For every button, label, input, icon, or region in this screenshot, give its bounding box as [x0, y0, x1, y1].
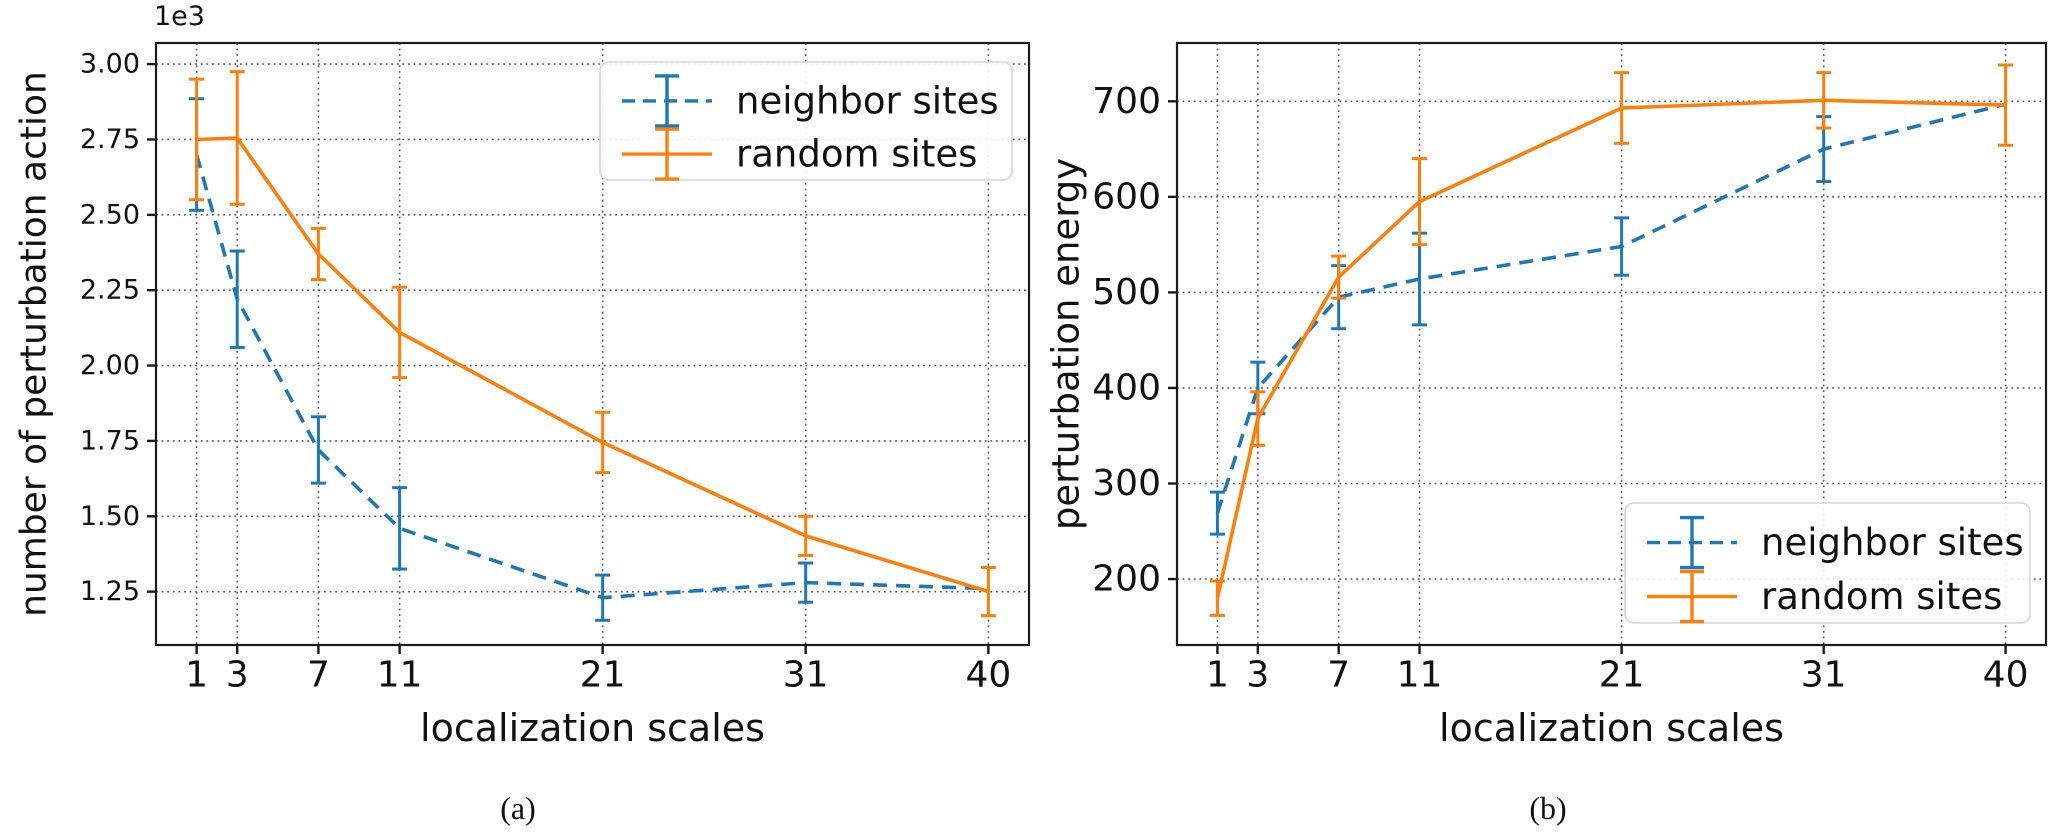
y-tick-label: 500	[1092, 272, 1161, 313]
y-tick-label: 700	[1092, 81, 1161, 122]
y-tick-label: 1.50	[80, 501, 140, 532]
x-tick-label: 31	[783, 655, 829, 696]
series-line-neighbor-sites	[194, 154, 989, 600]
y-axis-label: number of perturbation action	[14, 71, 55, 617]
x-tick-label: 3	[1246, 655, 1269, 696]
chart-panel-b: 1 3 7 11 21 31 40 700 600 500 400 300 200 localizatio…	[1045, 41, 2048, 826]
legend-box	[1624, 502, 2031, 624]
x-tick-label: 21	[1599, 655, 1645, 696]
y-axis-label: perturbation energy	[1045, 158, 1088, 530]
legend: neighbor sites random sites	[599, 61, 1013, 181]
x-tick-label: 31	[1801, 655, 1847, 696]
series-line-random-sites	[1215, 98, 2006, 599]
error-bars-random-sites	[189, 70, 996, 618]
series-neighbor-sites	[1209, 102, 2007, 536]
y-tick-label: 400	[1092, 367, 1161, 408]
y-tick-label: 300	[1092, 463, 1161, 504]
legend-marker-neighbor-sites	[1647, 515, 1737, 570]
y-tick-label: 200	[1092, 559, 1161, 600]
legend-marker-random-sites	[622, 127, 712, 181]
legend-marker-random-sites	[1647, 569, 1737, 624]
x-tick-label: 3	[226, 655, 249, 696]
series-random-sites	[189, 70, 996, 618]
series-line-neighbor-sites	[1215, 102, 2007, 514]
legend-item-random-sites: random sites	[1647, 569, 2002, 624]
x-tick-label: 40	[965, 655, 1011, 696]
legend-label-neighbor-sites: neighbor sites	[736, 79, 999, 122]
legend-label-neighbor-sites: neighbor sites	[1761, 521, 2024, 564]
legend-box	[599, 61, 1013, 181]
x-tick-label: 1	[185, 655, 208, 696]
y-tick-label: 1.25	[80, 576, 140, 607]
legend-label-random-sites: random sites	[736, 133, 977, 176]
legend: neighbor sites random sites	[1624, 502, 2031, 624]
x-tick-label: 40	[1983, 655, 2029, 696]
legend-marker-neighbor-sites	[622, 74, 712, 128]
x-tick-label: 1	[1206, 655, 1229, 696]
y-tick-label: 2.75	[80, 124, 140, 155]
error-bars-neighbor-sites	[1209, 115, 1832, 536]
x-tick-label: 11	[377, 655, 423, 696]
series-line-random-sites	[196, 136, 989, 594]
subfigure-caption-a: (a)	[500, 790, 536, 826]
legend-item-neighbor-sites: neighbor sites	[1647, 515, 2024, 570]
subfigure-caption-b: (b)	[1529, 790, 1566, 826]
legend-item-neighbor-sites: neighbor sites	[622, 74, 999, 128]
legend-label-random-sites: random sites	[1761, 575, 2002, 618]
x-tick-label: 11	[1397, 655, 1443, 696]
y-tick-label: 2.00	[80, 350, 140, 381]
y-tick-label: 2.50	[80, 199, 140, 230]
plot-frame	[1175, 41, 2048, 647]
x-tick-label: 7	[1327, 655, 1350, 696]
x-tick-label: 21	[580, 655, 626, 696]
x-tick-label: 7	[307, 655, 330, 696]
y-tick-label: 2.25	[80, 275, 140, 306]
tick-marks	[147, 62, 990, 654]
chart-panel-a: 1 3 7 11 21 31 40 3.00 2.75 2.50 2.25 2.00 1.75 1.50 1…	[14, 1, 1031, 826]
y-tick-label: 600	[1092, 176, 1161, 217]
y-tick-label: 1.75	[80, 425, 140, 456]
series-neighbor-sites	[189, 97, 989, 622]
series-random-sites	[1209, 63, 2014, 617]
x-axis-label: localization scales	[420, 706, 765, 750]
y-axis-offset-text: 1e3	[154, 1, 205, 32]
plot-frame	[154, 41, 1031, 647]
y-tick-label: 3.00	[80, 49, 140, 80]
legend-item-random-sites: random sites	[622, 127, 977, 181]
tick-marks	[1168, 100, 2007, 654]
x-axis-label: localization scales	[1439, 706, 1784, 750]
